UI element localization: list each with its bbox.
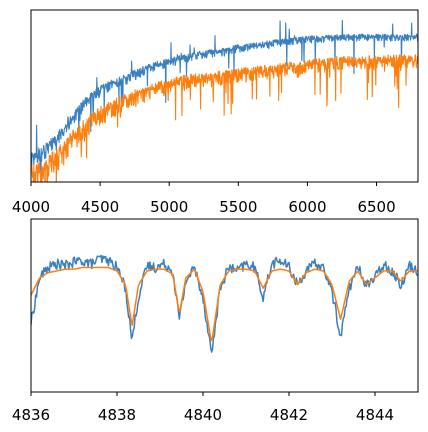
x-tick-label: 4840 [184, 406, 222, 424]
x-tick-label: 4836 [12, 406, 50, 424]
series-line-0 [31, 19, 418, 182]
panel-bottom: 4836 4838 4840 4842 4844 [12, 218, 419, 424]
axes-frame [30, 218, 419, 393]
x-tick-label: 5000 [150, 198, 188, 216]
plot-area [31, 254, 418, 353]
series-line-1 [31, 54, 418, 182]
x-tick-label: 4500 [81, 198, 119, 216]
x-tick-label: 4844 [356, 406, 394, 424]
x-tick-label: 6500 [357, 198, 395, 216]
plot-area [31, 19, 418, 182]
x-tick-label: 6000 [288, 198, 326, 216]
x-tick-label: 4842 [270, 406, 308, 424]
x-tick-label: 4000 [12, 198, 50, 216]
series-line-1 [31, 266, 418, 342]
x-tick-label: 4838 [98, 406, 136, 424]
panel-top: 4000 4500 5000 5500 6000 6500 [12, 9, 419, 216]
axes-frame [30, 9, 419, 183]
x-tick-label: 5500 [219, 198, 257, 216]
